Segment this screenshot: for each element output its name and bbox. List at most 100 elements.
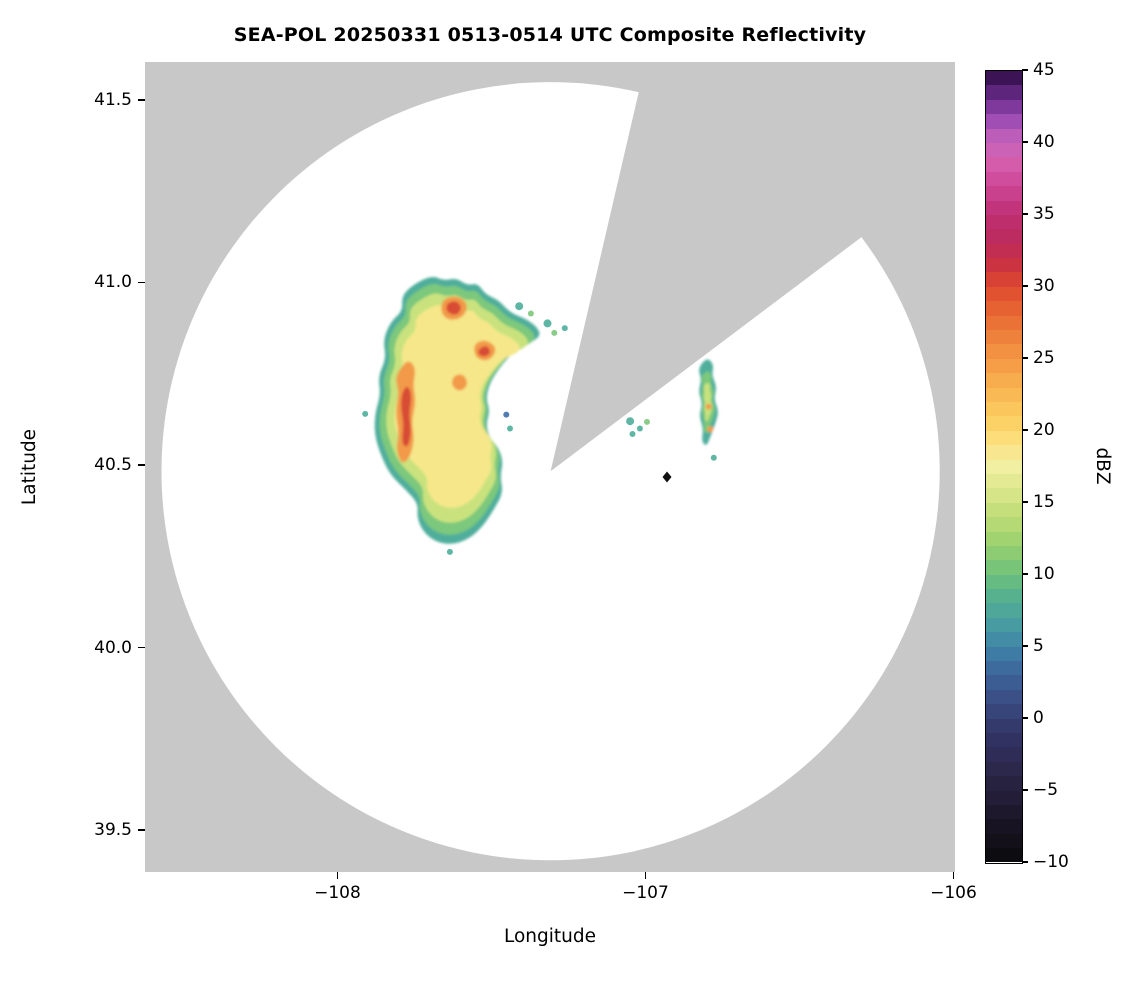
colorbar-tick-mark (1022, 501, 1028, 503)
colorbar-segment (986, 617, 1022, 633)
y-tick-mark (138, 646, 145, 649)
colorbar-segment (986, 416, 1022, 431)
colorbar-segment (986, 445, 1022, 460)
colorbar-segment (986, 545, 1022, 561)
colorbar-segment (986, 560, 1022, 575)
echo-speck (561, 325, 568, 332)
y-tick-label: 40.0 (94, 637, 132, 658)
x-tick-label: −108 (314, 883, 361, 903)
echo-speck (636, 425, 643, 432)
colorbar-tick-mark (1022, 141, 1028, 143)
plot-title: SEA-POL 20250331 0513-0514 UTC Composite… (233, 24, 867, 46)
main-echo-patch-red (446, 301, 461, 315)
colorbar-segment (986, 258, 1022, 273)
site-marker-diamond (662, 471, 672, 483)
colorbar-segment (986, 99, 1022, 115)
y-tick-label: 39.5 (94, 820, 132, 841)
colorbar-segment (986, 718, 1022, 733)
colorbar-segment (986, 473, 1022, 489)
secondary-echo-dot (705, 403, 712, 410)
colorbar-tick-mark (1022, 69, 1028, 71)
colorbar-segment (986, 488, 1022, 503)
colorbar-segment (986, 71, 1022, 86)
y-axis-label: Latitude (19, 428, 40, 506)
colorbar-segment (986, 243, 1022, 259)
colorbar-segment (986, 286, 1022, 302)
colorbar-segment (986, 661, 1022, 676)
colorbar-segment (986, 689, 1022, 705)
colorbar-segment (986, 142, 1022, 158)
colorbar-segment (986, 589, 1022, 604)
y-tick-label: 40.5 (94, 454, 132, 475)
colorbar-segment (986, 848, 1022, 863)
echo-group (374, 276, 718, 544)
echo-speck (362, 410, 369, 417)
echo-speck (644, 418, 650, 425)
colorbar-segment (986, 128, 1022, 143)
colorbar-segment (986, 459, 1022, 474)
colorbar-segment (986, 704, 1022, 719)
colorbar-tick-label: 40 (1033, 132, 1055, 152)
colorbar-tick-label: 15 (1033, 492, 1055, 512)
y-tick-mark (138, 829, 145, 831)
colorbar-segment (986, 430, 1022, 446)
colorbar-tick-label: 5 (1033, 636, 1044, 656)
x-tick-label: −106 (930, 883, 977, 903)
plot-area (145, 62, 955, 872)
colorbar-segment (986, 85, 1022, 100)
colorbar-segment (986, 790, 1022, 805)
echo-speck (446, 548, 453, 555)
colorbar-segment (986, 804, 1022, 820)
colorbar-tick-label: 10 (1033, 564, 1055, 584)
colorbar-segment (986, 272, 1022, 287)
colorbar-tick-label: 30 (1033, 276, 1055, 296)
colorbar-tick-mark (1022, 285, 1028, 287)
colorbar-tick-label: 35 (1033, 204, 1055, 224)
colorbar-tick-mark (1022, 429, 1028, 431)
missing-sector-wedge (550, 62, 955, 472)
y-tick-mark (138, 464, 145, 466)
x-tick-mark (644, 872, 647, 879)
colorbar-segment (986, 373, 1022, 388)
radar-plot-svg (161, 62, 955, 861)
colorbar-segment (986, 761, 1022, 777)
colorbar-segment (986, 229, 1022, 244)
echo-speck (710, 454, 717, 461)
y-tick-mark (138, 99, 145, 101)
y-tick-label: 41.0 (94, 272, 132, 293)
x-axis-label: Longitude (503, 926, 596, 947)
colorbar-tick-label: 45 (1033, 60, 1055, 80)
colorbar-label: dBZ (1092, 447, 1113, 485)
y-tick-label: 41.5 (94, 89, 132, 110)
colorbar-segment (986, 301, 1022, 316)
colorbar-tick-mark (1022, 645, 1028, 647)
colorbar-segment (986, 732, 1022, 748)
echo-speck (515, 302, 524, 311)
colorbar-segment (986, 171, 1022, 187)
colorbar-segment (986, 632, 1022, 647)
colorbar-segment (986, 114, 1022, 129)
colorbar-segment (986, 603, 1022, 618)
colorbar-segment (986, 315, 1022, 331)
colorbar-segment (986, 747, 1022, 762)
colorbar-segment (986, 517, 1022, 532)
echo-speck (551, 329, 558, 336)
secondary-echo-dot (707, 426, 714, 433)
colorbar-segment (986, 833, 1022, 849)
colorbar-segment (986, 344, 1022, 359)
colorbar-segment (986, 387, 1022, 402)
y-tick-mark (138, 281, 145, 284)
main-echo-patch-red (401, 386, 412, 447)
colorbar-tick-mark (1022, 213, 1028, 215)
colorbar-tick-label: 20 (1033, 420, 1055, 440)
colorbar-segment (986, 574, 1022, 590)
colorbar-tick-label: 25 (1033, 348, 1055, 368)
colorbar-segment (986, 358, 1022, 374)
x-tick-label: −107 (622, 883, 669, 903)
colorbar-tick-mark (1022, 789, 1028, 791)
colorbar-tick-mark (1022, 357, 1028, 359)
colorbar-segment (986, 675, 1022, 690)
echo-speck (507, 425, 513, 432)
colorbar-tick-mark (1022, 717, 1028, 719)
